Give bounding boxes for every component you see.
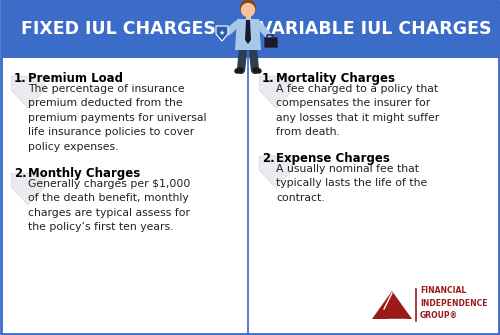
Polygon shape — [259, 156, 293, 188]
Text: Expense Charges: Expense Charges — [276, 152, 390, 165]
Text: FINANCIAL
INDEPENDENCE
GROUP®: FINANCIAL INDEPENDENCE GROUP® — [420, 286, 488, 320]
Polygon shape — [11, 76, 45, 108]
Text: Premium Load: Premium Load — [28, 72, 123, 85]
Text: 2.: 2. — [262, 152, 275, 165]
FancyBboxPatch shape — [246, 14, 250, 19]
Text: The percentage of insurance
premium deducted from the
premium payments for unive: The percentage of insurance premium dedu… — [28, 84, 206, 152]
Polygon shape — [235, 19, 261, 50]
Polygon shape — [259, 76, 293, 108]
Text: A usually nominal fee that
typically lasts the life of the
contract.: A usually nominal fee that typically las… — [276, 164, 427, 203]
Text: ★: ★ — [219, 30, 225, 36]
Text: A fee charged to a policy that
compensates the insurer for
any losses that it mi: A fee charged to a policy that compensat… — [276, 84, 440, 137]
Text: 1.: 1. — [262, 72, 275, 85]
FancyBboxPatch shape — [1, 0, 499, 58]
Polygon shape — [216, 26, 228, 41]
Polygon shape — [245, 20, 251, 44]
Text: Mortality Charges: Mortality Charges — [276, 72, 395, 85]
Text: FIXED IUL CHARGES: FIXED IUL CHARGES — [20, 20, 216, 38]
Circle shape — [240, 0, 256, 15]
FancyBboxPatch shape — [264, 37, 276, 47]
Circle shape — [242, 3, 254, 16]
Text: 1.: 1. — [14, 72, 27, 85]
Polygon shape — [11, 173, 45, 205]
Text: 2.: 2. — [14, 167, 27, 180]
Polygon shape — [372, 291, 412, 319]
Text: Generally charges per $1,000
of the death benefit, monthly
charges are typical a: Generally charges per $1,000 of the deat… — [28, 179, 190, 232]
Text: VARIABLE IUL CHARGES: VARIABLE IUL CHARGES — [259, 20, 491, 38]
Text: Monthly Charges: Monthly Charges — [28, 167, 140, 180]
